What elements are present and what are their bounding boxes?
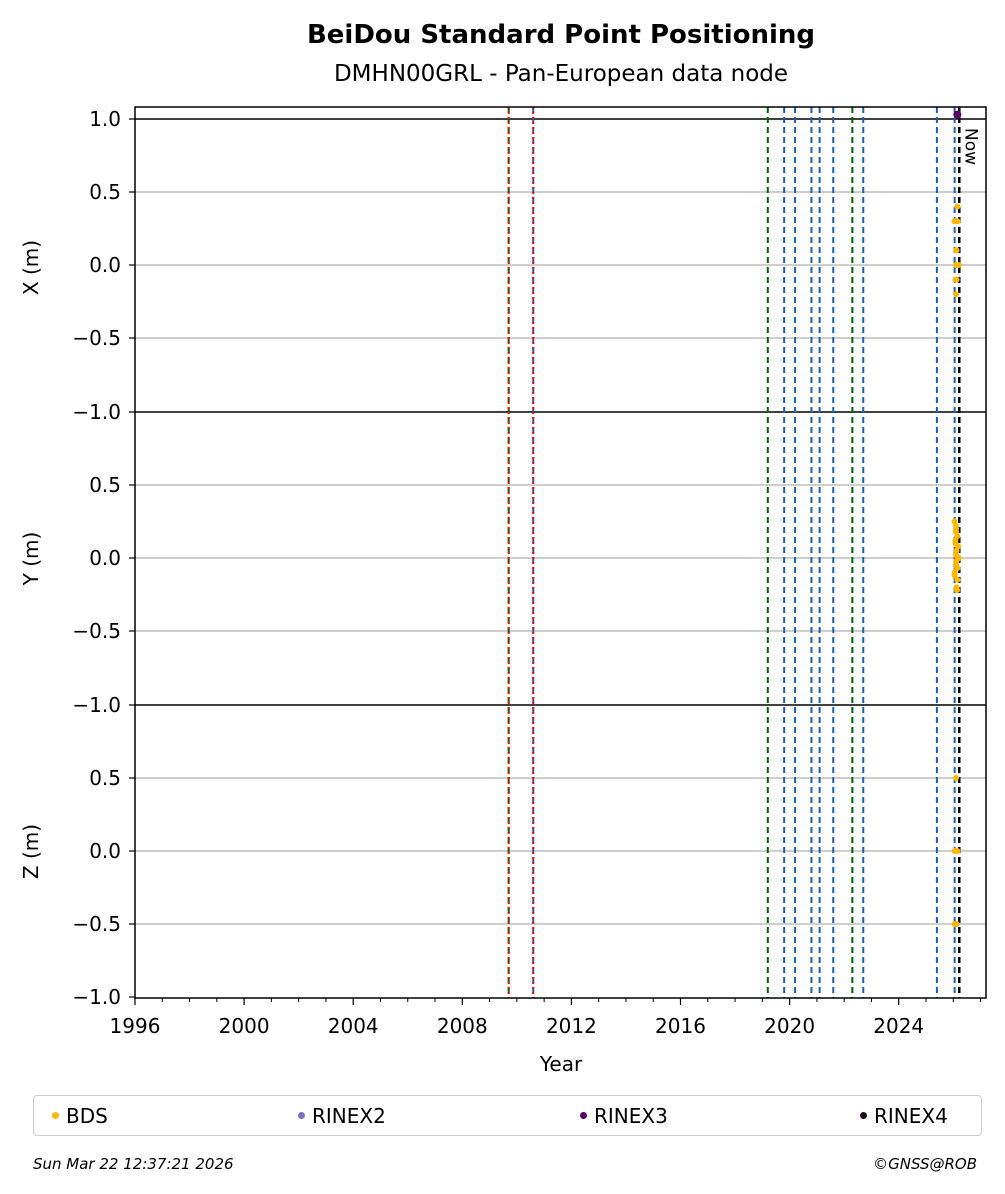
footer-credit: ©GNSS@ROB [873,1155,977,1173]
y-tick-label: −1.0 [72,693,121,717]
x-tick-label: 2016 [655,1014,706,1038]
legend-item-bds: BDS [52,1096,108,1135]
y-tick-label: 0.0 [89,253,121,277]
y-tick-label: 0.0 [89,839,121,863]
rinex2-marker-icon [298,1112,305,1119]
y-tick-label: 0.5 [89,473,121,497]
data-point-bds [952,276,959,283]
plot-frame [134,106,987,999]
chart-title: BeiDou Standard Point Positioning [307,20,815,50]
data-point-bds [954,576,961,583]
legend-label-rinex3: RINEX3 [594,1103,668,1128]
x-tick-label: 2000 [219,1014,270,1038]
data-point-bds [954,218,961,225]
y-axis-label: Z (m) [19,824,43,879]
data-point-bds [952,552,959,559]
data-point-bds [955,262,962,268]
x-tick-label: 1996 [110,1014,161,1038]
data-point-bds [954,203,961,210]
data-point-bds [955,543,962,550]
data-point-bds [952,775,959,781]
legend-label-rinex4: RINEX4 [874,1103,948,1128]
y-tick-label: 1.0 [89,107,121,131]
y-tick-label: −0.5 [72,326,121,350]
legend-item-rinex4: RINEX4 [860,1096,948,1135]
legend-item-rinex3: RINEX3 [580,1096,668,1135]
data-point-bds [953,921,960,927]
x-tick-label: 2004 [328,1014,379,1038]
bds-marker-icon [52,1112,59,1119]
x-axis-label: Year [539,1052,583,1076]
y-axis-label: X (m) [19,240,43,295]
data-point-bds [953,247,960,254]
y-tick-label: −0.5 [72,619,121,643]
rinex4-marker-icon [860,1112,867,1119]
data-point-bds [954,565,961,572]
data-point-bds [952,537,959,544]
legend-label-rinex2: RINEX2 [312,1103,386,1128]
legend-label-bds: BDS [66,1103,108,1128]
data-point-bds [952,522,959,529]
y-tick-label: 0.0 [89,546,121,570]
y-tick-label: −0.5 [72,912,121,936]
data-point-bds [953,557,960,564]
data-point-bds [952,291,959,298]
y-tick-label: 0.5 [89,180,121,204]
data-point-bds [951,572,958,579]
legend-item-rinex2: RINEX2 [298,1096,386,1135]
x-tick-label: 2020 [764,1014,815,1038]
data-point-bds [954,587,961,594]
chart-subtitle: DMHN00GRL - Pan-European data node [334,61,788,87]
now-label: Now [960,128,980,165]
data-point-bds [952,528,959,535]
footer-timestamp: Sun Mar 22 12:37:21 2026 [33,1155,234,1173]
y-tick-label: −1.0 [72,985,121,1009]
data-point-rinex3 [953,110,962,119]
x-tick-label: 2008 [437,1014,488,1038]
x-tick-label: 2024 [873,1014,924,1038]
legend: BDS RINEX2 RINEX3 RINEX4 [33,1095,982,1136]
y-tick-label: 0.5 [89,766,121,790]
plot-area: 1.0 0.5 0.0 −0.5 X (m) −1.0 0.5 0.0 −0.5 Y (m) −1.… [19,106,987,1038]
data-point-bds [954,848,961,854]
y-axis-label: Y (m) [19,532,43,587]
x-tick-label: 2012 [546,1014,597,1038]
rinex3-marker-icon [580,1112,587,1119]
y-tick-label: −1.0 [72,400,121,424]
